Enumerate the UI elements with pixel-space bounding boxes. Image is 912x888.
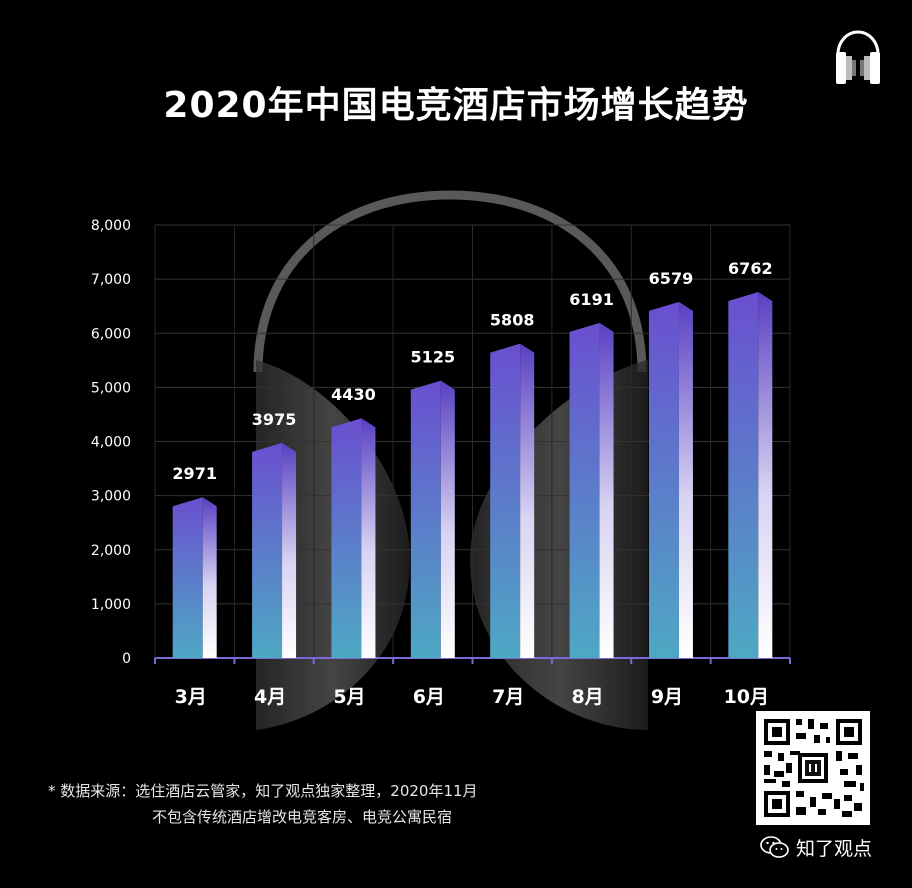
bar-side-face <box>361 418 376 658</box>
data-label: 5808 <box>490 311 535 330</box>
x-tick-label: 10月 <box>724 686 769 708</box>
bar-front-face <box>569 322 600 658</box>
data-label: 5125 <box>411 348 456 367</box>
y-tick-label: 8,000 <box>91 218 131 234</box>
y-axis-ticks: 0 1,000 2,000 3,000 4,000 5,000 6,000 7,000 8,00… <box>91 218 131 667</box>
bar-side-face <box>678 301 693 658</box>
x-tick-label: 7月 <box>492 686 524 708</box>
bar <box>252 442 297 658</box>
data-label: 3975 <box>252 410 297 429</box>
source-note: * 数据来源：选住酒店云管家，知了观点独家整理，2020年11月 不包含传统酒店… <box>48 778 478 830</box>
data-labels: 2971 3975 4430 5125 5808 6191 6579 6762 <box>172 259 772 483</box>
brand-name: 知了观点 <box>796 837 873 860</box>
y-tick-label: 2,000 <box>91 543 131 559</box>
data-label: 6191 <box>569 290 614 309</box>
bar <box>331 418 376 658</box>
y-tick-label: 0 <box>122 651 131 667</box>
bar-side-face <box>758 292 773 658</box>
bars <box>172 292 773 658</box>
bar-front-face <box>172 497 203 658</box>
bar-front-face <box>252 442 283 658</box>
x-tick-label: 3月 <box>175 686 207 708</box>
y-tick-label: 1,000 <box>91 597 131 613</box>
bar-front-face <box>410 380 441 658</box>
y-tick-label: 6,000 <box>91 326 131 342</box>
y-tick-label: 5,000 <box>91 380 131 396</box>
x-tick-label: 9月 <box>651 686 683 708</box>
bar <box>648 301 693 658</box>
x-tick-label: 5月 <box>333 686 365 708</box>
data-label: 4430 <box>331 385 376 404</box>
wechat-icon <box>760 836 789 858</box>
source-line-1: * 数据来源：选住酒店云管家，知了观点独家整理，2020年11月 <box>48 782 478 800</box>
headphones-logo-icon <box>836 30 880 84</box>
gridlines <box>154 224 791 658</box>
bar <box>569 322 614 658</box>
x-axis <box>154 657 791 664</box>
y-tick-label: 4,000 <box>91 435 131 451</box>
chart-title: 2020年中国电竞酒店市场增长趋势 <box>163 85 749 126</box>
bar <box>490 343 535 658</box>
bar-front-face <box>490 343 521 658</box>
y-tick-label: 7,000 <box>91 272 131 288</box>
bar-front-face <box>728 292 759 658</box>
bar-front-face <box>648 301 679 658</box>
qr-code-icon <box>756 711 870 825</box>
x-tick-label: 8月 <box>571 686 603 708</box>
x-tick-label: 6月 <box>413 686 445 708</box>
bar-side-face <box>599 322 614 658</box>
data-label: 2971 <box>172 464 217 483</box>
bar-side-face <box>440 380 455 658</box>
bar-side-face <box>282 442 297 658</box>
bar-side-face <box>520 343 535 658</box>
y-tick-label: 3,000 <box>91 489 131 505</box>
bar <box>410 380 455 658</box>
data-label: 6579 <box>649 269 694 288</box>
source-line-2: 不包含传统酒店增改电竞客房、电竞公寓民宿 <box>152 808 453 826</box>
x-tick-label: 4月 <box>254 686 286 708</box>
x-axis-ticks: 3月 4月 5月 6月 7月 8月 9月 10月 <box>175 686 769 708</box>
bar <box>728 292 773 658</box>
data-label: 6762 <box>728 259 773 278</box>
brand-mark: 知了观点 <box>760 834 872 860</box>
bar-side-face <box>202 497 217 658</box>
bar <box>172 497 217 658</box>
bar-front-face <box>331 418 362 658</box>
